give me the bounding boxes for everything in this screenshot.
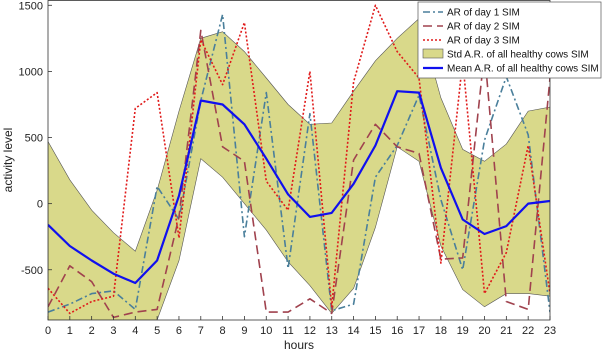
y-tick-label: 1500: [19, 0, 43, 12]
x-tick-label: 22: [522, 325, 534, 337]
series-line-3: [48, 4, 550, 315]
x-tick-label: 11: [282, 325, 293, 337]
x-tick-label: 4: [132, 325, 138, 337]
x-tick-label: 19: [457, 325, 469, 337]
x-tick-label: 1: [67, 325, 73, 337]
x-tick-label: 23: [544, 325, 556, 337]
std-band: [48, 17, 550, 320]
legend-box: [417, 1, 602, 79]
y-axis-label: activity level: [1, 128, 15, 193]
legend-label: Mean A.R. of all healthy cows SIM: [447, 64, 599, 75]
legend-label: AR of day 3 SIM: [447, 36, 520, 47]
x-tick-label: 10: [260, 325, 272, 337]
y-tick-label: 500: [25, 133, 43, 145]
x-axis-label: hours: [284, 338, 314, 352]
legend-label: AR of day 1 SIM: [447, 8, 520, 19]
y-tick-label: 1000: [19, 66, 43, 78]
series-line-1: [48, 13, 550, 313]
series-line-2: [48, 29, 550, 319]
x-tick-label: 3: [110, 325, 116, 337]
y-ticks: -500 0 500 1000 1500: [19, 0, 52, 277]
x-tick-label: 18: [435, 325, 447, 337]
x-tick-label: 6: [176, 325, 182, 337]
legend-swatch: [422, 48, 444, 59]
legend-label: AR of day 2 SIM: [447, 22, 520, 33]
y-tick-label: -500: [21, 265, 43, 277]
x-tick-label: 13: [326, 325, 338, 337]
x-tick-label: 12: [304, 325, 316, 337]
x-tick-label: 9: [241, 325, 247, 337]
x-tick-label: 14: [347, 325, 359, 337]
legend: AR of day 1 SIM AR of day 2 SIM AR of day …: [417, 1, 602, 79]
y-tick-label: 0: [37, 199, 43, 211]
x-ticks: 0 1 2 3 4 5 6 7 8 9 10 11 12 13 14 15 16 17 18 19 20 21 22 23: [45, 316, 556, 337]
x-tick-label: 16: [391, 325, 403, 337]
x-tick-label: 21: [500, 325, 512, 337]
x-tick-label: 5: [154, 325, 160, 337]
x-tick-label: 15: [369, 325, 381, 337]
x-tick-label: 2: [89, 325, 95, 337]
series-line-4: [48, 90, 550, 285]
series-layer: [48, 4, 550, 319]
std-band-layer: [48, 17, 550, 320]
legend-label: Std A.R. of all healthy cows SIM: [447, 50, 589, 61]
x-tick-label: 20: [478, 325, 490, 337]
x-tick-label: 17: [413, 325, 425, 337]
x-tick-label: 7: [198, 325, 204, 337]
x-tick-label: 8: [220, 325, 226, 337]
x-tick-label: 0: [45, 325, 51, 337]
plot-frame: [47, 0, 551, 321]
axes-layer: [47, 0, 551, 321]
